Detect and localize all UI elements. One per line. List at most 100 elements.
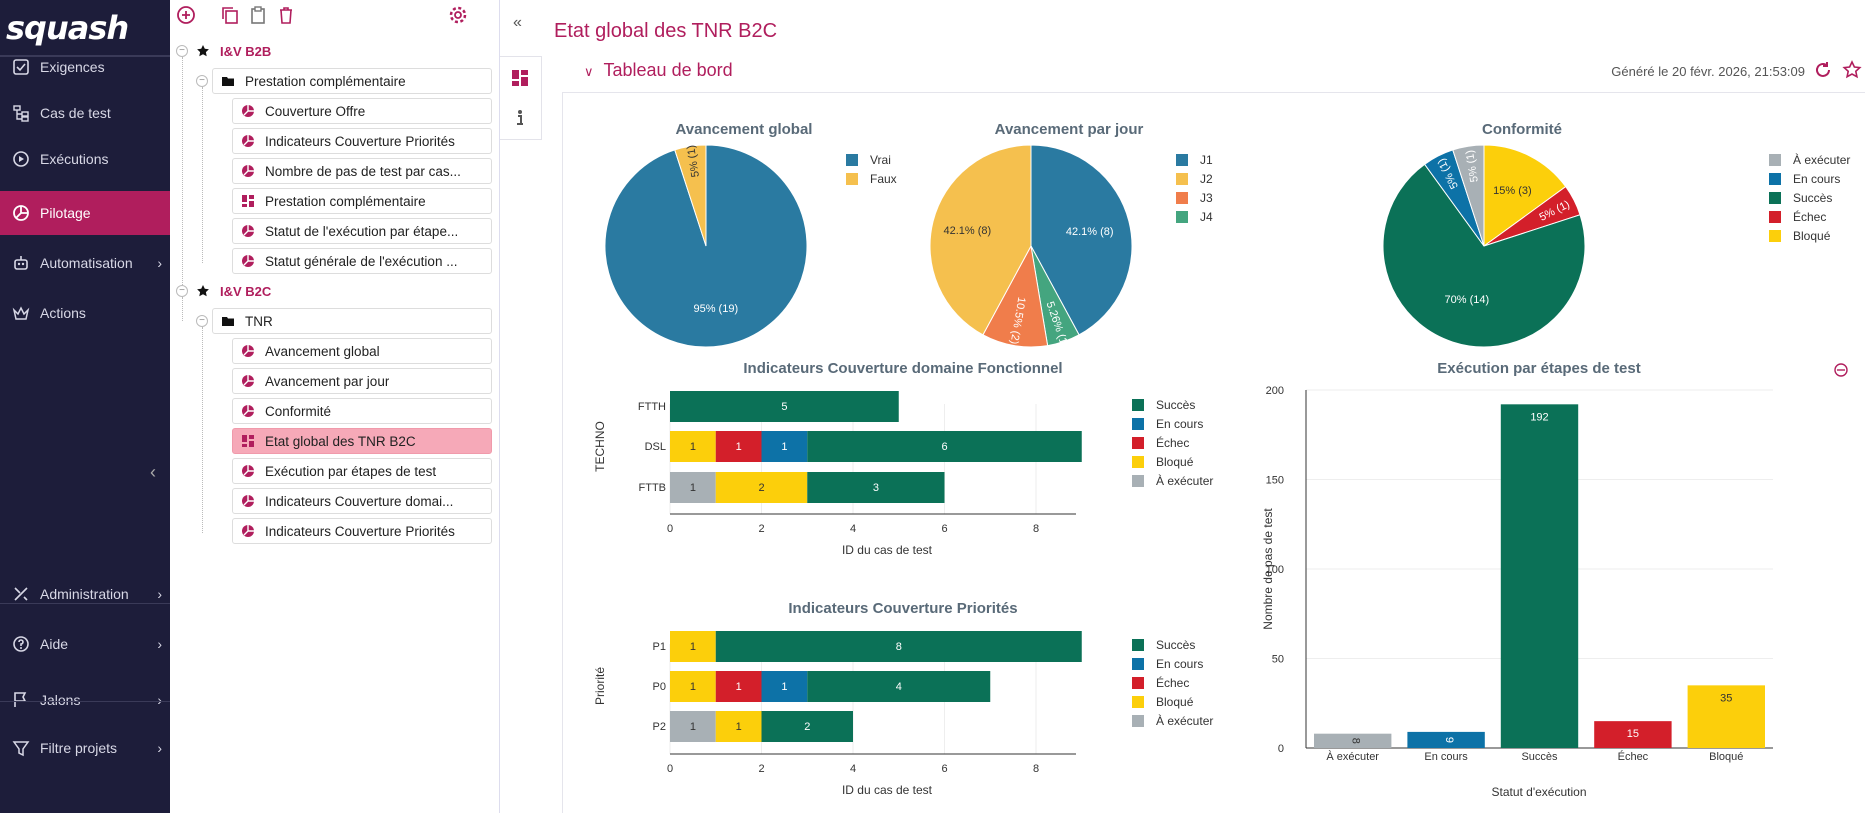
squash-logo[interactable]: squash bbox=[0, 0, 170, 56]
star-icon[interactable] bbox=[1842, 60, 1862, 80]
bar-segment bbox=[715, 472, 808, 503]
settings-icon[interactable] bbox=[448, 5, 468, 25]
sidebar-item-pilotage[interactable]: Pilotage bbox=[0, 191, 170, 235]
sidebar-item-actions[interactable]: Actions bbox=[0, 291, 170, 335]
folder-label: Prestation complémentaire bbox=[245, 73, 406, 89]
chart-icon bbox=[242, 405, 254, 417]
chart-icon bbox=[242, 495, 254, 507]
tree-item[interactable]: Indicateurs Couverture Priorités bbox=[232, 128, 492, 154]
chart-icon bbox=[242, 375, 254, 387]
legend-swatch bbox=[1769, 211, 1781, 223]
sidebar-item-exigences[interactable]: Exigences bbox=[0, 45, 170, 89]
tick-label: 100 bbox=[1266, 564, 1284, 576]
tick-label: 2 bbox=[758, 523, 764, 535]
axis-label: ID du cas de test bbox=[842, 543, 933, 557]
axis-label: TECHNO bbox=[593, 421, 607, 472]
paste-icon[interactable] bbox=[248, 5, 268, 25]
tree-project[interactable]: I&V B2C bbox=[196, 278, 271, 304]
library-tree-panel: − I&V B2B − Prestation complémentaire Couver… bbox=[170, 0, 500, 813]
legend-label: Vrai bbox=[870, 153, 891, 167]
tree-item-label: Statut générale de l'exécution ... bbox=[265, 253, 458, 269]
tree-item[interactable]: Statut de l'exécution par étape... bbox=[232, 218, 492, 244]
chart-icon bbox=[242, 135, 254, 147]
bar-value: 1 bbox=[736, 681, 742, 693]
collapse-node-icon[interactable]: − bbox=[196, 75, 208, 87]
sidebar-divider bbox=[0, 701, 170, 702]
tree-item[interactable]: Exécution par étapes de test bbox=[232, 458, 492, 484]
bar-value: 35 bbox=[1720, 692, 1732, 704]
info-tab-icon[interactable] bbox=[511, 109, 529, 127]
bar-value: 1 bbox=[781, 441, 787, 453]
collapse-node-icon[interactable]: − bbox=[196, 315, 208, 327]
legend-swatch bbox=[1132, 715, 1144, 727]
tick-label: 8 bbox=[1033, 763, 1039, 775]
tick-label: FTTH bbox=[638, 401, 666, 413]
refresh-icon[interactable] bbox=[1813, 60, 1833, 80]
collapse-sidebar-icon[interactable]: ‹ bbox=[150, 462, 156, 482]
chevron-down-icon[interactable]: ∨ bbox=[584, 64, 594, 79]
tree-item[interactable]: Couverture Offre bbox=[232, 98, 492, 124]
sidebar-item-exécutions[interactable]: Exécutions bbox=[0, 137, 170, 181]
chart-icon bbox=[242, 255, 254, 267]
sidebar-item-label: Actions bbox=[40, 305, 86, 321]
tree-item[interactable]: Nombre de pas de test par cas... bbox=[232, 158, 492, 184]
tree-item-label: Indicateurs Couverture domai... bbox=[265, 493, 454, 509]
pie-slice bbox=[1452, 144, 1485, 247]
chart-icon bbox=[242, 345, 254, 357]
chart-icon bbox=[242, 225, 254, 237]
dashboard-header[interactable]: ∨ Tableau de bord bbox=[584, 60, 733, 81]
tree-item[interactable]: Statut générale de l'exécution ... bbox=[232, 248, 492, 274]
collapse-node-icon[interactable]: − bbox=[176, 285, 188, 297]
legend-label: À exécuter bbox=[1793, 152, 1850, 167]
sidebar-item-aide[interactable]: Aide › bbox=[0, 622, 170, 666]
tree-item-label: Avancement par jour bbox=[265, 373, 390, 389]
tick-label: 4 bbox=[850, 763, 856, 775]
tree-item[interactable]: Avancement par jour bbox=[232, 368, 492, 394]
checkbox-icon bbox=[13, 59, 29, 75]
bar-value: 1 bbox=[690, 721, 696, 733]
pie-label: 95% (19) bbox=[693, 303, 738, 315]
tree-icon bbox=[13, 105, 29, 122]
collapse-node-icon[interactable]: − bbox=[176, 45, 188, 57]
sidebar-item-label: Automatisation bbox=[40, 255, 133, 271]
dashboard-tab-icon[interactable] bbox=[511, 69, 529, 87]
remove-chart-icon[interactable] bbox=[1834, 363, 1848, 377]
collapse-tree-icon[interactable]: « bbox=[513, 14, 522, 31]
tick-label: 0 bbox=[667, 763, 673, 775]
pie-slice bbox=[929, 144, 1032, 336]
sidebar-item-filtre-projets[interactable]: Filtre projets › bbox=[0, 726, 170, 770]
bar-segment bbox=[670, 472, 716, 503]
tree-project[interactable]: I&V B2B bbox=[196, 38, 271, 64]
legend-label: J3 bbox=[1200, 191, 1213, 205]
axis-label: Priorité bbox=[593, 667, 607, 705]
tree-item[interactable]: Indicateurs Couverture Priorités bbox=[232, 518, 492, 544]
chevron-right-icon: › bbox=[157, 255, 162, 271]
sidebar-item-jalons[interactable]: Jalons › bbox=[0, 678, 170, 722]
tree-item[interactable]: Prestation complémentaire bbox=[232, 188, 492, 214]
legend-label: Échec bbox=[1156, 675, 1189, 690]
bar-value: 1 bbox=[690, 681, 696, 693]
pie-label: 5% (1) bbox=[685, 144, 702, 178]
bar-segment bbox=[670, 631, 716, 662]
tree-item[interactable]: Avancement global bbox=[232, 338, 492, 364]
star-icon bbox=[197, 285, 209, 297]
delete-icon[interactable] bbox=[276, 5, 296, 25]
axis-label: Statut d'exécution bbox=[1491, 785, 1586, 799]
tree-folder[interactable]: TNR bbox=[212, 308, 492, 334]
tree-folder[interactable]: Prestation complémentaire bbox=[212, 68, 492, 94]
tree-item[interactable]: Etat global des TNR B2C bbox=[232, 428, 492, 454]
chart-icon bbox=[242, 525, 254, 537]
legend-label: Faux bbox=[870, 172, 897, 186]
project-label: I&V B2C bbox=[220, 283, 272, 299]
copy-icon[interactable] bbox=[220, 5, 240, 25]
sidebar-item-administration[interactable]: Administration › bbox=[0, 572, 170, 616]
tree-item[interactable]: Indicateurs Couverture domai... bbox=[232, 488, 492, 514]
chart-icon bbox=[242, 165, 254, 177]
add-icon[interactable] bbox=[176, 5, 196, 25]
sidebar-item-cas-de-test[interactable]: Cas de test bbox=[0, 91, 170, 135]
tick-label: 0 bbox=[667, 523, 673, 535]
sidebar-item-automatisation[interactable]: Automatisation › bbox=[0, 241, 170, 285]
legend-swatch bbox=[1176, 211, 1188, 223]
tree-item[interactable]: Conformité bbox=[232, 398, 492, 424]
pie-label: 70% (14) bbox=[1445, 294, 1490, 306]
